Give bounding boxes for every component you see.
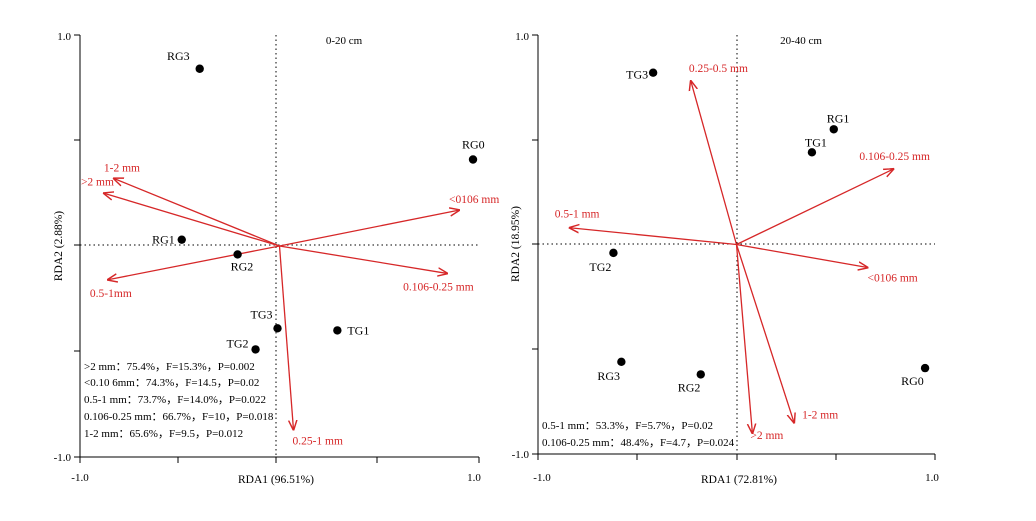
stat-line: 0.106-0.25 mm：66.7%，F=10，P=0.018 [84,411,274,423]
panel-title: 0-20 cm [326,35,363,47]
sample-point [468,155,478,164]
stat-line: 1-2 mm：65.6%，F=9.5，P=0.012 [84,428,243,440]
sample-point [251,345,260,354]
sample-label: RG2 [678,380,701,394]
points-group: RG3 RG0 RG1 RG2 TG3 TG1 TG2 [152,49,485,354]
vector-label: 0.106-0.25 mm [859,151,930,163]
vector-arrow [108,245,280,280]
vector-arrow [691,81,738,245]
stat-line: 0.5-1 mm：53.3%，F=5.7%，P=0.02 [542,420,713,432]
y-axis-title: RDA2 (2.88%) [53,211,65,281]
sample-point [609,248,618,258]
sample-label: TG1 [805,135,827,149]
sample-point [333,326,342,335]
sample-label: RG0 [462,137,485,151]
y-axis-title: RDA2 (18.95%) [510,206,522,282]
sample-point [617,357,626,367]
x-axis-title: RDA1 (96.51%) [238,474,314,486]
sample-point [233,250,242,259]
sample-point [807,148,817,157]
stat-line: <0.10 6mm：74.3%，F=14.5，P=0.02 [84,377,259,389]
panel-20-40cm: 1.0 -1.0 -1.0 1.0 RDA1 (72.81%) RDA2 (18… [510,31,939,486]
sample-label: RG3 [597,369,620,383]
vector-label: 0.25-1 mm [292,436,343,448]
stat-line: 0.5-1 mm：73.7%，F=14.0%，P=0.022 [84,394,266,406]
vector-arrow [736,169,894,246]
vector-arrow [570,228,737,246]
stat-line: 0.106-0.25 mm：48.4%，F=4.7，P=0.024 [542,437,735,449]
sample-label: RG2 [231,259,254,273]
sample-label: RG1 [152,233,175,247]
vector-arrow [735,244,753,434]
sample-label: RG0 [901,374,924,388]
sample-label: RG1 [827,111,850,125]
panel-0-20cm: 1.0 -1.0 -1.0 1.0 RDA1 (96.51%) RDA2 (2.… [53,31,499,486]
panel-title: 20-40 cm [780,35,822,47]
vector-arrow [735,244,795,423]
vector-label: 0.5-1mm [90,288,132,300]
y-tick-label-bottom: -1.0 [512,449,530,461]
x-tick-label-left: -1.0 [533,472,551,484]
x-axis-title: RDA1 (72.81%) [701,474,777,486]
vector-label: >2 mm [81,176,114,188]
vector-arrow [104,193,280,247]
y-tick-label-top: 1.0 [515,31,529,43]
x-tick-label-right: 1.0 [925,472,939,484]
vector-label: 0.106-0.25 mm [403,281,474,293]
sample-label: TG1 [347,323,369,337]
sample-label: TG3 [626,68,648,82]
stat-line: >2 mm：75.4%，F=15.3%，P=0.002 [84,361,255,373]
sample-point [273,324,282,333]
vector-label: <0106 mm [868,273,918,285]
sample-point [696,370,705,379]
sample-label: TG2 [589,260,611,274]
x-tick-label-right: 1.0 [467,472,481,484]
y-tick-label-top: 1.0 [57,31,71,43]
sample-label: TG3 [251,307,273,321]
vector-arrow [114,178,280,247]
vector-label: 0.5-1 mm [555,209,600,221]
sample-point [177,235,186,244]
vector-arrow [278,245,294,430]
vector-arrow [279,245,448,273]
sample-point [829,125,838,134]
sample-point [648,68,658,77]
vector-arrow [279,210,460,247]
vector-label: >2 mm [750,430,783,442]
sample-label: TG2 [227,336,249,350]
sample-point [920,363,930,373]
sample-label: RG3 [167,49,190,63]
x-tick-label-left: -1.0 [71,472,89,484]
arrows-group: 1-2 mm >2 mm <0106 mm 0.5-1mm 0.106-0.25 mm 0… [81,162,499,447]
vector-arrow [736,243,868,268]
arrows-group: 0.25-0.5 mm 0.106-0.25 mm 0.5-1 mm <0106 mm… [555,63,930,442]
vector-label: <0106 mm [449,194,499,206]
vector-label: 0.25-0.5 mm [689,63,748,75]
y-tick-label-bottom: -1.0 [54,452,72,464]
vector-label: 1-2 mm [104,162,140,174]
vector-label: 1-2 mm [802,410,838,422]
sample-point [195,64,204,73]
